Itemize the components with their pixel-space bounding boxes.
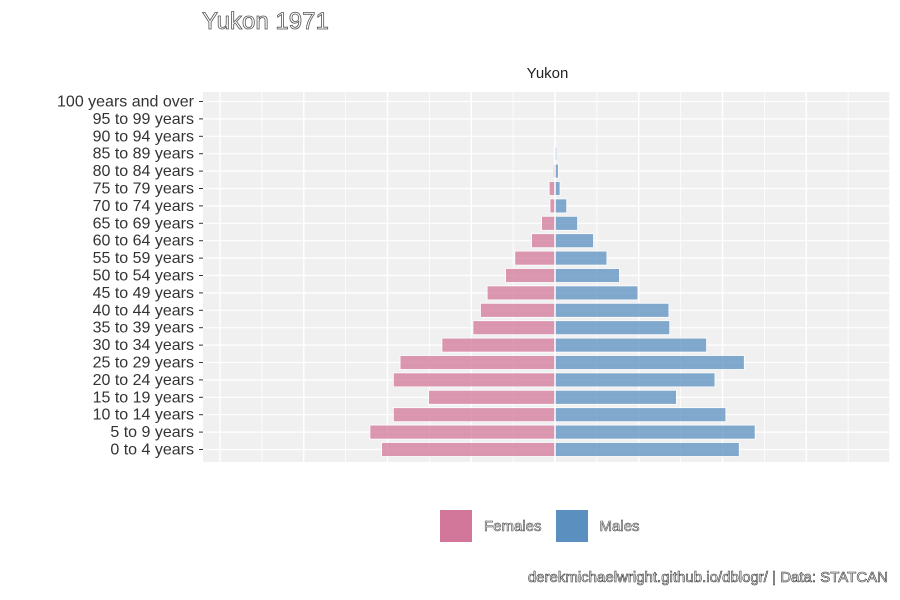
bar-males	[554, 320, 671, 336]
y-tick-label: 90 to 94 years	[93, 128, 194, 145]
bar-males	[554, 215, 579, 231]
legend-label-females: Females	[484, 517, 542, 535]
y-tick-label: 85 to 89 years	[93, 146, 194, 163]
bar-males	[554, 372, 716, 388]
y-tick-label: 50 to 54 years	[93, 268, 194, 285]
bar-females	[480, 302, 556, 318]
bar-males	[554, 424, 756, 440]
y-tick-label: 30 to 34 years	[93, 337, 194, 354]
source-caption: derekmichaelwright.github.io/dblogr/ | D…	[527, 569, 889, 587]
bar-males	[554, 233, 594, 249]
bar-females	[505, 268, 556, 283]
bar-males	[554, 302, 670, 318]
legend-item-females: Females	[440, 510, 542, 542]
y-tick-label: 5 to 9 years	[110, 424, 194, 441]
y-tick-label: 75 to 79 years	[93, 181, 194, 198]
y-tick-label: 55 to 59 years	[93, 250, 194, 267]
bar-males	[554, 268, 620, 283]
bar-males	[554, 355, 745, 370]
y-tick-label: 60 to 64 years	[93, 233, 194, 250]
legend-item-males: Males	[555, 510, 640, 542]
bar-males	[554, 389, 677, 405]
bar-females	[472, 320, 556, 336]
bar-males	[554, 285, 639, 301]
bar-females	[541, 215, 556, 231]
bar-females	[399, 355, 556, 370]
bar-females	[549, 198, 556, 214]
bars	[369, 92, 756, 462]
bar-females	[441, 337, 556, 353]
y-tick-label: 70 to 74 years	[93, 198, 194, 215]
y-tick-label: 80 to 84 years	[93, 163, 194, 180]
bar-females	[548, 181, 556, 196]
y-tick-label: 45 to 49 years	[93, 285, 194, 302]
facet-label: Yukon	[527, 65, 569, 82]
bar-males	[554, 407, 727, 423]
bar-males	[554, 181, 561, 196]
bar-females	[369, 424, 556, 440]
y-tick-label: 35 to 39 years	[93, 320, 194, 337]
bar-females	[486, 285, 556, 301]
bar-males	[554, 198, 568, 214]
y-tick-label: 15 to 19 years	[93, 389, 194, 406]
bar-females	[514, 250, 556, 266]
y-tick-label: 100 years and over	[57, 94, 195, 111]
y-tick-label: 40 to 44 years	[93, 302, 194, 319]
bar-females	[392, 372, 556, 388]
y-tick-label: 25 to 29 years	[93, 355, 194, 372]
females-swatch	[440, 510, 472, 542]
y-tick-label: 20 to 24 years	[93, 372, 194, 389]
bar-females	[531, 233, 556, 249]
bar-females	[428, 389, 556, 405]
y-tick-label: 95 to 99 years	[93, 111, 194, 128]
chart-title: Yukon 1971	[202, 8, 330, 36]
bar-males	[554, 337, 707, 353]
bar-females	[381, 442, 556, 457]
y-tick-label: 0 to 4 years	[110, 442, 194, 459]
legend-label-males: Males	[599, 517, 640, 535]
y-tick-label: 65 to 69 years	[93, 215, 194, 232]
bar-females	[392, 407, 556, 423]
bar-males	[554, 442, 740, 457]
males-swatch	[555, 510, 588, 542]
legend: Females Males	[440, 510, 654, 542]
bar-males	[554, 250, 608, 266]
y-tick-label: 10 to 14 years	[93, 407, 194, 424]
